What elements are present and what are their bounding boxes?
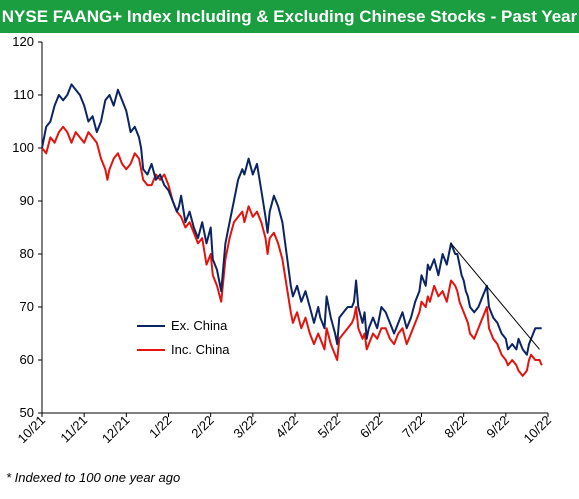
y-tick-label: 50: [20, 405, 34, 420]
x-tick-label: 6/22: [357, 413, 386, 442]
x-tick-label: 11/21: [57, 413, 90, 446]
y-tick-label: 60: [20, 352, 34, 367]
x-tick-labels: 10/21 11/21 12/21 1/22 2/22 3/22 4/22 5/22 6/22 7…: [15, 413, 555, 447]
x-tick-label: 2/22: [188, 413, 217, 442]
chart-title: NYSE FAANG+ Index Including & Excluding …: [0, 0, 579, 33]
y-tick-label: 110: [13, 87, 34, 102]
y-tick-label: 120: [12, 34, 34, 49]
y-tick-labels: 50 60 70 80 90 100 110 120: [12, 34, 34, 420]
x-tick-label: 12/21: [99, 413, 133, 447]
x-tick-label: 9/22: [483, 413, 512, 442]
x-tick-label: 10/22: [521, 413, 555, 447]
trendline: [450, 243, 540, 350]
series-lines: [41, 83, 543, 377]
legend: Ex. China Inc. China: [137, 318, 230, 357]
footnote: * Indexed to 100 one year ago: [6, 470, 181, 485]
x-tick-label: 8/22: [441, 413, 470, 442]
legend-label-inc-china: Inc. China: [171, 342, 230, 357]
axes: [38, 41, 549, 417]
y-tick-label: 100: [12, 140, 34, 155]
series-line-inc-china: [41, 125, 543, 377]
legend-label-ex-china: Ex. China: [171, 318, 228, 333]
series-line-ex-china: [41, 83, 542, 356]
x-tick-label: 7/22: [399, 413, 428, 442]
y-tick-label: 70: [20, 299, 34, 314]
y-tick-label: 80: [20, 246, 34, 261]
y-tick-label: 90: [20, 193, 34, 208]
x-tick-label: 1/22: [146, 413, 175, 442]
x-tick-label: 5/22: [315, 413, 344, 442]
x-tick-label: 3/22: [230, 413, 259, 442]
x-tick-label: 4/22: [273, 413, 302, 442]
